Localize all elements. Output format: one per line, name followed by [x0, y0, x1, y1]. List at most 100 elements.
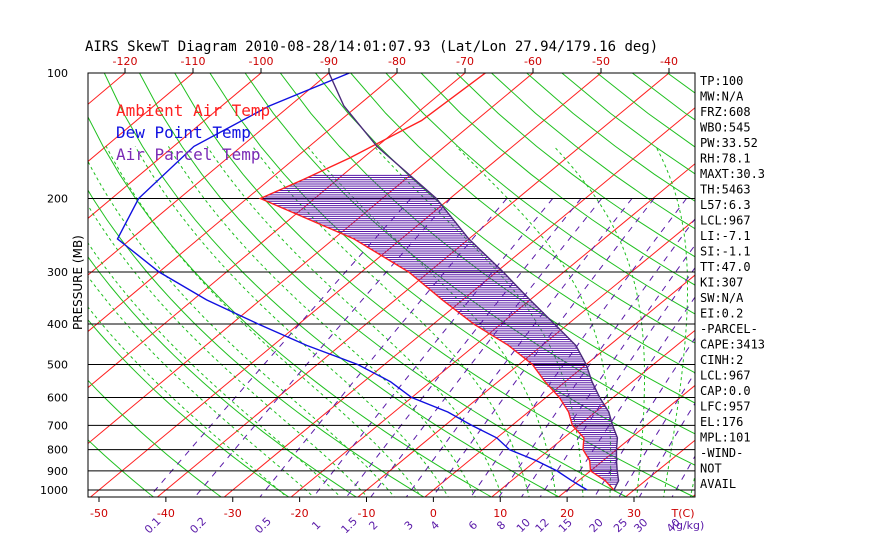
legend-ambient: Ambient Air Temp: [116, 101, 270, 120]
isotherm-line: [557, 384, 695, 497]
mixing-ratio-line: [618, 371, 695, 497]
isotherm-line: [357, 218, 695, 497]
isotherm-line: [156, 73, 670, 497]
mixing-ratio-label: 6: [466, 518, 480, 532]
mixing-ratio-line: [498, 218, 695, 497]
isotherm-line: [424, 274, 695, 497]
top-tick-label: -80: [388, 55, 406, 68]
stat-line: EL:176: [700, 415, 743, 429]
pressure-tick-label: 100: [47, 67, 68, 80]
pressure-axis: 100 200 300 400 500 600 700 800 900 1000: [40, 67, 68, 497]
mixing-ratio-line: [345, 198, 582, 497]
pressure-tick-label: 1000: [40, 484, 68, 497]
mixing-ratio-line: [312, 198, 554, 497]
dry-adiabat-line: [209, 73, 695, 466]
stat-line: TH:5463: [700, 183, 751, 197]
dry-adiabat-line: [667, 73, 695, 94]
mixing-ratio-label: 20: [587, 516, 606, 535]
temp-unit-label: T(C): [671, 507, 695, 520]
cape-hatching: [261, 174, 619, 485]
stat-line: WBO:545: [700, 121, 751, 135]
stat-line: LCL:967: [700, 369, 751, 383]
pressure-tick-label: 600: [47, 391, 68, 404]
mixing-ratio-line: [259, 198, 508, 497]
bottom-temperature-axis: -50 -40 -30 -20 -10 0 10 20 30 T(C): [90, 497, 694, 520]
isotherm-line: [0, 73, 57, 499]
mixing-ratio-label: 8: [494, 518, 508, 532]
dry-adiabat-line: [88, 439, 155, 497]
mixing-ratio-label: 12: [533, 516, 552, 535]
stat-line: MAXT:30.3: [700, 167, 765, 181]
stat-line: SI:-1.1: [700, 245, 751, 259]
mixing-ratio-line: [520, 244, 695, 497]
dry-adiabat-line: [808, 73, 870, 499]
stat-line: CAP:0.0: [700, 384, 751, 398]
dry-adiabat-line: [385, 73, 695, 315]
dry-adiabat-line: [350, 73, 695, 344]
y-axis-label: PRESSURE (MB): [71, 235, 85, 330]
stat-line: -WIND-: [700, 446, 743, 460]
isotherm-line: [89, 73, 602, 497]
stat-line: LCL:967: [700, 214, 751, 228]
bottom-tick-label: 0: [430, 507, 437, 520]
stat-line: TP:100: [700, 74, 743, 88]
stat-line: EI:0.2: [700, 307, 743, 321]
pressure-tick-label: 500: [47, 358, 68, 371]
dry-adiabat-line: [88, 115, 493, 497]
bottom-tick-label: -20: [291, 507, 309, 520]
bottom-tick-label: 20: [560, 507, 574, 520]
bottom-tick-label: -30: [224, 507, 242, 520]
stat-line: KI:307: [700, 276, 743, 290]
dry-adiabat-line: [420, 73, 695, 286]
isotherm-line: [88, 73, 466, 389]
mixing-ratio-label: 2: [366, 518, 380, 532]
mixing-ratio-label: 3: [402, 518, 416, 532]
isotherm-line: [290, 163, 695, 497]
isotherm-line: [88, 73, 330, 276]
mixing-unit-label: (g/kg): [672, 519, 705, 532]
ambient-temp-line: [258, 73, 615, 491]
stat-line: L57:6.3: [700, 198, 751, 212]
profile-lines: [116, 73, 620, 491]
pressure-tick-label: 900: [47, 465, 68, 478]
top-tick-label: -120: [113, 55, 138, 68]
mixing-ratio-label: 0.2: [187, 515, 209, 537]
mixing-ratio-line: [638, 402, 695, 497]
legend-parcel: Air Parcel Temp: [116, 145, 261, 164]
legend: Ambient Air Temp Dew Point Temp Air Parc…: [116, 101, 270, 164]
mixing-ratio-line: [194, 198, 451, 497]
stat-line: CAPE:3413: [700, 338, 765, 352]
dry-adiabat-line: [88, 319, 290, 497]
isotherm-line: [88, 73, 534, 445]
dry-adiabat-line: [773, 73, 870, 499]
mixing-ratio-label: 1: [309, 518, 323, 532]
stat-line: SW:N/A: [700, 291, 744, 305]
top-tick-label: -70: [456, 55, 474, 68]
dry-adiabat-line: [315, 73, 695, 374]
top-tick-label: -40: [660, 55, 678, 68]
stat-line: RH:78.1: [700, 152, 751, 166]
dry-adiabat-line: [139, 73, 628, 497]
stat-line: TT:47.0: [700, 260, 751, 274]
pressure-tick-label: 300: [47, 266, 68, 279]
isotherm-line: [88, 73, 262, 219]
stat-line: FRZ:608: [700, 105, 751, 119]
dry-adiabat-line: [526, 73, 695, 202]
top-tick-label: -60: [524, 55, 542, 68]
isotherm-line: [824, 73, 870, 499]
mixing-ratio-label: 0.5: [252, 515, 274, 537]
mixing-ratio-line: [405, 198, 633, 497]
parcel-temp-line: [328, 73, 620, 491]
dry-adiabat-line: [88, 379, 222, 497]
top-tick-label: -100: [249, 55, 274, 68]
stat-line: LFC:957: [700, 400, 751, 414]
stat-line: CINH:2: [700, 353, 743, 367]
pressure-tick-label: 200: [47, 193, 68, 206]
mixing-ratio-line: [470, 198, 687, 497]
bottom-tick-label: -40: [157, 507, 175, 520]
isotherm-line: [88, 73, 126, 105]
mixing-ratio-line: [593, 337, 695, 497]
top-temperature-axis: -120 -110 -100 -90 -80 -70 -60 -50 -40: [113, 55, 678, 73]
chart-title: AIRS SkewT Diagram 2010-08-28/14:01:07.9…: [85, 39, 658, 55]
